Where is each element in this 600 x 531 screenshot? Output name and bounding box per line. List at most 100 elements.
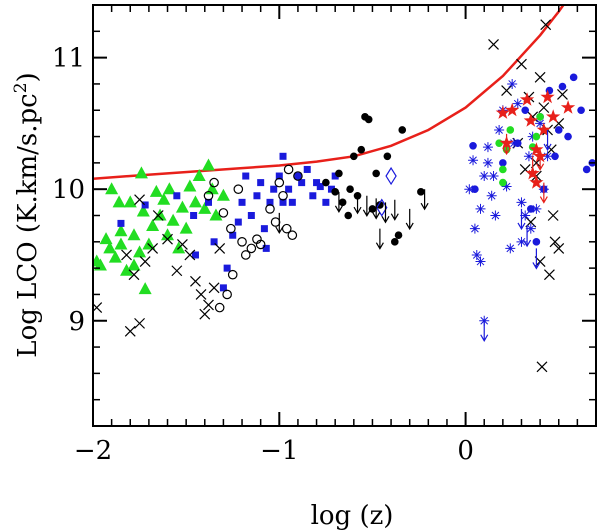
x-tick-label: −2	[74, 436, 112, 466]
upper-limit-arrow	[334, 191, 343, 214]
asterisk-point	[505, 243, 516, 254]
square-point	[288, 198, 296, 206]
square-point	[298, 179, 306, 187]
square-point	[190, 212, 198, 219]
triangle-point	[202, 158, 216, 171]
cross-point	[538, 102, 550, 114]
filled-circle-point	[350, 152, 358, 161]
filled-circle-point	[526, 205, 535, 213]
open-circle-point	[209, 177, 219, 188]
filled-circle-point	[394, 231, 403, 240]
upper-limit-arrow	[375, 228, 384, 250]
upper-limit-arrow	[539, 182, 548, 204]
square-point	[234, 218, 242, 226]
open-diamond-point	[385, 166, 397, 186]
upper-limit-arrow	[390, 199, 399, 221]
triangle-point	[162, 182, 176, 195]
x-tick-label: −1	[260, 436, 298, 466]
cross-point	[152, 210, 164, 221]
asterisk-point	[464, 184, 475, 195]
triangle-point	[146, 219, 160, 232]
asterisk-point	[475, 256, 486, 267]
cross-point	[171, 265, 183, 277]
asterisk-point	[542, 151, 553, 162]
asterisk-point	[490, 210, 501, 221]
star-point	[523, 113, 538, 127]
asterisk-point	[520, 210, 531, 221]
filled-circle-point	[471, 185, 479, 193]
upper-limit-arrow	[528, 156, 537, 178]
filled-circle-point	[417, 188, 425, 196]
triangle-point	[136, 204, 150, 217]
square-point	[327, 185, 335, 193]
upper-limit-arrow	[362, 195, 371, 217]
filled-circle-point	[398, 126, 407, 134]
upper-limit-arrow	[372, 198, 381, 220]
filled-circle-point	[499, 165, 507, 174]
asterisk-point	[486, 190, 497, 201]
square-point	[303, 165, 311, 173]
triangle-point	[127, 228, 141, 241]
filled-circle-point	[368, 205, 377, 213]
square-point	[253, 192, 261, 200]
asterisk-point	[475, 203, 486, 214]
upper-limit-arrow	[381, 202, 390, 224]
cross-point	[536, 361, 548, 373]
triangle-point	[142, 237, 156, 250]
square-point	[260, 225, 268, 233]
upper-limit-arrow	[502, 133, 511, 156]
asterisk-point	[516, 236, 527, 247]
cross-point	[534, 71, 546, 83]
square-point	[270, 185, 278, 193]
triangle-point	[209, 208, 223, 221]
cross-point	[208, 282, 220, 294]
square-point	[205, 198, 213, 206]
triangle-point	[192, 169, 206, 182]
triangle-point	[216, 188, 230, 201]
square-point	[313, 179, 321, 187]
cross-point	[190, 275, 201, 287]
asterisk-point	[482, 157, 493, 168]
filled-circle-point	[521, 106, 530, 115]
cross-point	[540, 19, 552, 31]
triangle-point	[205, 182, 219, 195]
square-point	[262, 244, 270, 252]
square-point	[191, 251, 199, 259]
y-axis-label-sup: 2	[11, 82, 31, 93]
triangle-point	[198, 201, 212, 214]
filled-circle-point	[499, 159, 507, 167]
cross-point	[121, 249, 132, 261]
triangle-point	[157, 192, 171, 205]
asterisk-point	[516, 197, 527, 208]
filled-circle-point	[564, 132, 572, 141]
asterisk-point	[468, 155, 479, 166]
cross-point	[134, 317, 145, 329]
cross-point	[557, 89, 568, 100]
triangle-point	[161, 228, 175, 241]
square-point	[242, 172, 250, 180]
square-point	[309, 192, 317, 200]
filled-circle-point	[338, 198, 347, 207]
square-point	[285, 185, 293, 193]
curve-layer	[93, 5, 565, 180]
open-circle-point	[281, 223, 292, 234]
filled-circle-point	[357, 145, 366, 154]
open-circle-point	[274, 177, 285, 188]
square-point	[266, 198, 274, 206]
cross-point	[184, 249, 196, 261]
star-point	[519, 92, 535, 106]
triangle-point	[138, 282, 152, 295]
asterisk-point	[531, 203, 542, 214]
upper-limit-arrow	[353, 193, 362, 215]
triangle-point	[103, 241, 117, 254]
triangle-point	[123, 195, 137, 208]
cross-point	[195, 289, 207, 300]
square-point	[219, 284, 227, 292]
square-point	[229, 231, 237, 239]
filled-circle-point	[495, 139, 503, 147]
triangle-point	[183, 179, 197, 192]
triangle-point	[108, 250, 122, 263]
open-circle-point	[283, 164, 294, 175]
filled-circle-point	[322, 178, 330, 187]
star-point	[560, 100, 576, 114]
